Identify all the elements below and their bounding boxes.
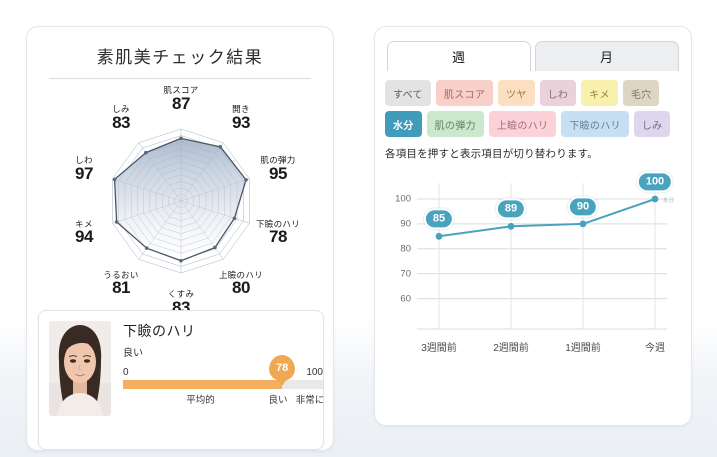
radar-label-9: しみ 83 — [112, 105, 130, 132]
radar-label-1: 開き 93 — [232, 105, 250, 132]
gauge-track: 78 — [123, 355, 323, 389]
filter-chip-肌スコア[interactable]: 肌スコア — [435, 80, 494, 106]
radar-label-value: 87 — [172, 93, 190, 113]
filter-chip-肌の弾力[interactable]: 肌の弾力 — [426, 111, 484, 137]
radar-label-name: 上瞼のハリ — [218, 269, 263, 280]
gauge-min-label: 0 — [123, 367, 129, 378]
y-axis-label-90: 90 — [400, 218, 411, 230]
avatar — [49, 321, 111, 416]
radar-label-name: キメ — [75, 218, 93, 229]
y-axis-label-80: 80 — [400, 243, 411, 255]
radar-label-3: 下瞼のハリ 78 — [255, 218, 301, 247]
chip-row-secondary: 水分 肌の弾力 上瞼のハリ 下瞼のハリ しみ — [385, 111, 681, 137]
radar-label-4: 上瞼のハリ 80 — [218, 269, 263, 298]
user-face-photo — [49, 321, 111, 416]
gauge-scale-labels: 平均的 良い非常に良 — [123, 392, 324, 406]
radar-label-6: うるおい 81 — [103, 269, 139, 298]
trend-panel: 週 月 すべて 肌スコア ツヤ しわ キメ 毛穴 水分 肌の弾力 上瞼のハリ 下瞼のハリ しみ 各… — [374, 26, 692, 426]
x-axis-label-3: 今週 — [645, 343, 665, 354]
weekly-trend-chart-svg — [417, 183, 667, 330]
filter-chip-すべて[interactable]: すべて — [385, 80, 431, 106]
radar-label-name: くすみ — [167, 289, 195, 299]
radar-label-name: 肌の弾力 — [260, 155, 296, 166]
filter-chip-毛穴[interactable]: 毛穴 — [622, 80, 660, 106]
radar-label-name: 下瞼のハリ — [255, 218, 301, 229]
radar-label-value: 94 — [75, 227, 93, 247]
filter-chip-下瞼のハリ[interactable]: 下瞼のハリ — [561, 111, 629, 137]
data-point-label-2: 90 — [567, 196, 599, 218]
radar-label-name: 肌スコア — [163, 85, 199, 95]
y-axis-label-60: 60 — [400, 293, 411, 305]
gauge-fill — [123, 380, 283, 389]
radar-label-value: 83 — [112, 113, 130, 133]
radar-label-name: うるおい — [103, 269, 139, 280]
radar-label-0: 肌スコア 87 — [163, 86, 198, 113]
radar-label-8: しわ 97 — [75, 156, 93, 183]
metric-detail-card[interactable]: 下瞼のハリ 良い 0 100 78 平均的良い非常に良 — [38, 310, 324, 450]
gauge-mark-0: 平均的 — [186, 395, 215, 406]
data-point-label-3: 100 — [636, 171, 674, 193]
y-axis-label-70: 70 — [400, 268, 411, 280]
skin-check-result-panel: 素肌美チェック結果 肌スコア 87 開き 93 肌の弾力 95 下瞼のハリ 78 上瞼のハリ 80… — [26, 26, 334, 451]
tab-month[interactable]: 月 — [535, 41, 679, 71]
radar-label-value: 78 — [269, 227, 287, 247]
radar-label-name: しみ — [112, 104, 130, 115]
tab-month-label: 月 — [599, 50, 614, 65]
x-axis-label-1: 2週間前 — [493, 343, 529, 354]
title-divider — [49, 78, 311, 79]
x-axis-label-2: 1週間前 — [565, 343, 601, 354]
filter-chip-しみ[interactable]: しみ — [633, 111, 671, 137]
gauge-max-label: 100 — [306, 367, 323, 378]
filter-chip-水分[interactable]: 水分 — [385, 111, 422, 137]
filter-chip-しわ[interactable]: しわ — [539, 80, 577, 106]
gauge-mark-2: 非常に良 — [295, 395, 324, 406]
weekly-trend-chart: 85 89 90 100 3週間前 2週間前 1週間前 今週 60 70 80 90 100 水分 — [375, 161, 691, 356]
tab-week-label: 週 — [451, 50, 466, 65]
period-tabs: 週 月 — [375, 27, 691, 71]
score-gauge: 0 100 78 平均的 良い非常に良 — [123, 355, 324, 406]
radar-label-value: 93 — [231, 113, 250, 133]
series-legend-label: 水分 — [663, 197, 675, 204]
radar-label-name: 開き — [232, 104, 250, 115]
filter-chip-キメ[interactable]: キメ — [581, 80, 618, 106]
detail-subtitle: 良い — [123, 348, 143, 359]
radar-label-2: 肌の弾力 95 — [260, 156, 295, 183]
metric-filter-chips: すべて 肌スコア ツヤ しわ キメ 毛穴 水分 肌の弾力 上瞼のハリ 下瞼のハリ しみ — [375, 71, 691, 137]
filter-chip-ツヤ[interactable]: ツヤ — [498, 80, 535, 106]
data-point-label-0: 85 — [423, 208, 455, 230]
gauge-value-marker: 78 — [269, 355, 296, 386]
radar-label-value: 95 — [269, 164, 287, 184]
tab-week[interactable]: 週 — [387, 41, 531, 71]
detail-title: 下瞼のハリ — [123, 323, 196, 339]
radar-chart-svg — [112, 128, 250, 274]
radar-chart: 肌スコア 87 開き 93 肌の弾力 95 下瞼のハリ 78 上瞼のハリ 80 くすみ 83 うるおい 8… — [27, 83, 333, 323]
radar-label-value: 97 — [75, 164, 93, 184]
radar-label-name: しわ — [75, 155, 93, 166]
filter-hint-text: 各項目を押すと表示項目が切り替わります。 — [385, 148, 598, 160]
data-point-label-1: 89 — [495, 198, 527, 220]
radar-label-7: キメ 94 — [75, 218, 93, 247]
filter-chip-上瞼のハリ[interactable]: 上瞼のハリ — [488, 111, 557, 137]
page-title: 素肌美チェック結果 — [96, 48, 264, 67]
radar-label-value: 80 — [231, 278, 250, 298]
chip-row-primary: すべて 肌スコア ツヤ しわ キメ 毛穴 — [385, 80, 681, 106]
gauge-mark-1: 良い — [268, 395, 288, 406]
y-axis-label-100: 100 — [395, 193, 411, 205]
x-axis-label-0: 3週間前 — [421, 343, 457, 354]
radar-label-value: 81 — [112, 278, 130, 298]
